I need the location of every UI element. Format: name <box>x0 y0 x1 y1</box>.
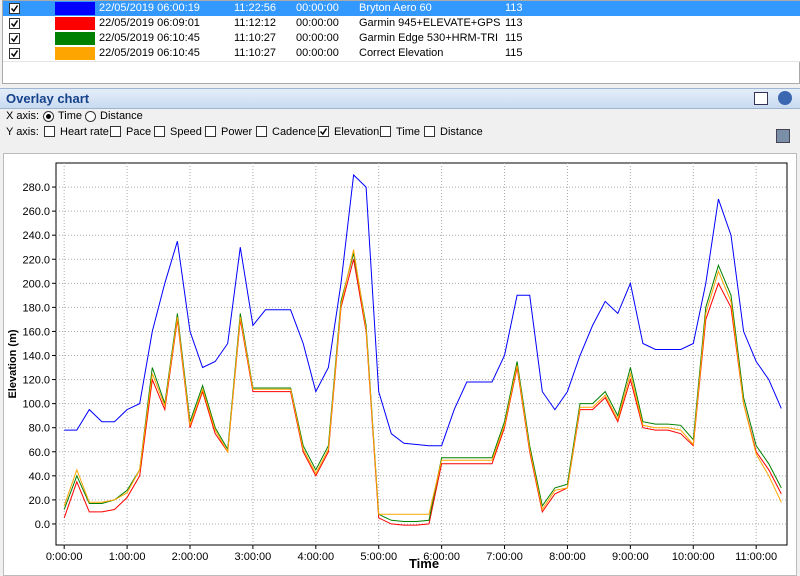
y-checkbox[interactable] <box>380 126 391 137</box>
cell-start: 22/05/2019 06:09:01 <box>99 17 200 29</box>
cell-device: Bryton Aero 60 <box>359 2 432 14</box>
x-tick-label: 4:00:00 <box>297 551 334 563</box>
y-axis-label: Y axis: <box>6 126 39 138</box>
x-tick-label: 10:00:00 <box>672 551 715 563</box>
y-tick-label: 160.0 <box>22 326 50 338</box>
table-row[interactable]: 22/05/2019 06:10:45 11:10:27 00:00:00 Garmi… <box>3 31 800 47</box>
y-tick-label: 140.0 <box>22 351 50 363</box>
cell-device: Correct Elevation <box>359 47 444 59</box>
cell-offset: 00:00:00 <box>296 47 339 59</box>
y-tick-label: 200.0 <box>22 278 50 290</box>
x-tick-label: 6:00:00 <box>423 551 460 563</box>
x-tick-label: 9:00:00 <box>612 551 649 563</box>
series-line <box>63 249 782 515</box>
panel-header: Overlay chart <box>0 88 800 109</box>
row-checkbox[interactable] <box>9 18 20 29</box>
x-tick-label: 7:00:00 <box>486 551 523 563</box>
x-option-label: Time <box>58 110 83 122</box>
cell-offset: 00:00:00 <box>296 32 339 44</box>
y-checkbox[interactable] <box>205 126 216 137</box>
color-swatch <box>55 47 95 60</box>
x-axis-title: Time <box>409 556 439 571</box>
file-table: 22/05/2019 06:00:19 11:22:56 00:00:00 Bryto… <box>2 0 800 84</box>
layout-button[interactable] <box>754 92 768 105</box>
check-mark <box>10 5 19 13</box>
series-line <box>64 173 782 447</box>
y-option-label: Pace <box>126 126 152 138</box>
table-row[interactable]: 22/05/2019 06:00:19 11:22:56 00:00:00 Bryto… <box>3 1 800 17</box>
cell-count: 115 <box>505 47 523 59</box>
y-tick-label: 280.0 <box>22 182 50 194</box>
y-tick-label: 0.0 <box>35 519 50 531</box>
y-tick-label: 20.0 <box>29 495 50 507</box>
check-mark <box>319 128 328 136</box>
check-mark <box>10 50 19 58</box>
check-mark <box>10 35 19 43</box>
panel-title: Overlay chart <box>6 91 90 106</box>
cell-device: Garmin 945+ELEVATE+GPS <box>359 17 501 29</box>
row-checkbox[interactable] <box>9 33 20 44</box>
cell-duration: 11:22:56 <box>234 2 277 14</box>
x-tick-label: 5:00:00 <box>360 551 397 563</box>
cell-duration: 11:10:27 <box>234 32 277 44</box>
y-option-label: Speed <box>170 126 202 138</box>
y-tick-label: 220.0 <box>22 254 50 266</box>
table-row[interactable]: 22/05/2019 06:10:45 11:10:27 00:00:00 Corre… <box>3 46 800 62</box>
x-axis-label: X axis: <box>6 110 40 122</box>
y-tick-label: 180.0 <box>22 302 50 314</box>
x-tick-label: 1:00:00 <box>109 551 146 563</box>
color-swatch <box>55 2 95 15</box>
cell-start: 22/05/2019 06:10:45 <box>99 32 200 44</box>
x-option-label: Distance <box>100 110 143 122</box>
y-checkbox[interactable] <box>154 126 165 137</box>
x-tick-label: 0:00:00 <box>46 551 83 563</box>
x-radio[interactable] <box>43 111 54 122</box>
chart: Elevation (m) Time 0.0 20.0 40.0 60.0 80.0 10… <box>3 153 797 576</box>
y-checkbox[interactable] <box>110 126 121 137</box>
x-tick-label: 3:00:00 <box>235 551 272 563</box>
x-tick-label: 8:00:00 <box>549 551 586 563</box>
cell-count: 115 <box>505 32 523 44</box>
y-tick-label: 40.0 <box>29 471 50 483</box>
cell-count: 113 <box>505 2 523 14</box>
color-swatch <box>55 17 95 30</box>
x-radio[interactable] <box>85 111 96 122</box>
y-tick-label: 260.0 <box>22 206 50 218</box>
y-tick-label: 100.0 <box>22 399 50 411</box>
x-tick-label: 11:00:00 <box>735 551 777 563</box>
cell-count: 113 <box>505 17 523 29</box>
cell-offset: 00:00:00 <box>296 17 339 29</box>
table-row[interactable]: 22/05/2019 06:09:01 11:12:12 00:00:00 Garmi… <box>3 16 800 32</box>
cell-start: 22/05/2019 06:00:19 <box>99 2 200 14</box>
cell-duration: 11:10:27 <box>234 47 277 59</box>
y-tick-label: 240.0 <box>22 230 50 242</box>
y-tick-label: 80.0 <box>29 423 50 435</box>
y-checkbox[interactable] <box>256 126 267 137</box>
y-option-label: Power <box>221 126 253 138</box>
y-checkbox[interactable] <box>44 126 55 137</box>
cell-device: Garmin Edge 530+HRM-TRI <box>359 32 499 44</box>
cell-offset: 00:00:00 <box>296 2 339 14</box>
row-checkbox[interactable] <box>9 48 20 59</box>
check-mark <box>10 20 19 28</box>
collapse-button[interactable] <box>778 91 792 105</box>
cell-start: 22/05/2019 06:10:45 <box>99 47 200 59</box>
x-tick-label: 2:00:00 <box>172 551 209 563</box>
y-checkbox[interactable] <box>424 126 435 137</box>
color-swatch <box>55 32 95 45</box>
y-option-label: Heart rate <box>60 126 109 138</box>
y-option-label: Cadence <box>272 126 317 138</box>
row-checkbox[interactable] <box>9 3 20 14</box>
cell-duration: 11:12:12 <box>234 17 277 29</box>
y-option-label: Time <box>396 126 421 138</box>
y-option-label: Elevation <box>334 126 380 138</box>
y-tick-label: 60.0 <box>29 447 50 459</box>
save-button[interactable] <box>776 129 790 143</box>
plot-area <box>55 162 788 546</box>
y-option-label: Distance <box>440 126 483 138</box>
y-checkbox[interactable] <box>318 126 329 137</box>
y-tick-label: 120.0 <box>22 375 50 387</box>
y-axis-title: Elevation (m) <box>7 329 19 398</box>
